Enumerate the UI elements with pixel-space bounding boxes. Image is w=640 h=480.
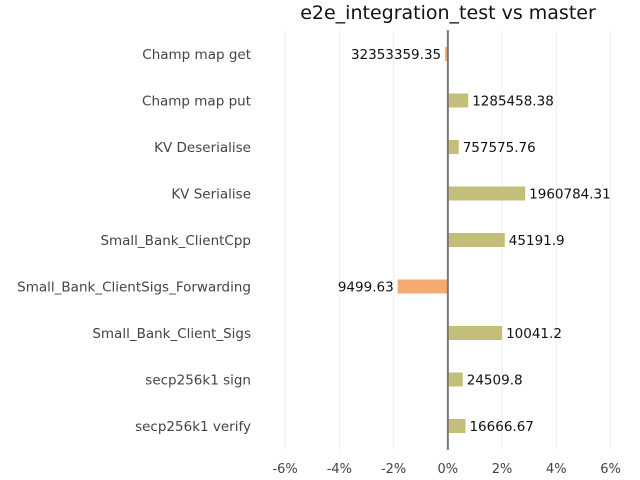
bar <box>447 186 526 201</box>
bar <box>447 140 459 154</box>
x-tick-label: 4% <box>546 462 567 477</box>
category-label: secp256k1 sign <box>145 373 251 389</box>
category-label: KV Deserialise <box>154 140 251 156</box>
category-label: Small_Bank_ClientCpp <box>100 233 251 249</box>
data-label: 9499.63 <box>338 280 394 296</box>
bars <box>397 47 526 433</box>
data-label: 24509.8 <box>467 373 523 389</box>
data-label: 1960784.31 <box>529 187 611 203</box>
category-label: Champ map get <box>142 47 251 63</box>
chart-title: e2e_integration_test vs master <box>300 2 596 24</box>
data-label: 16666.67 <box>469 419 533 435</box>
x-tick-label: -2% <box>381 462 406 477</box>
x-tick-label: -4% <box>327 462 352 477</box>
data-label: 757575.76 <box>463 140 536 156</box>
data-label: 32353359.35 <box>351 47 441 63</box>
category-label: Small_Bank_ClientSigs_Forwarding <box>17 280 251 296</box>
value-labels: 32353359.35 1285458.38 757575.76 1960784.31… <box>338 47 611 435</box>
bar <box>445 47 448 61</box>
x-tick-labels: -6% -4% -2% 0% 2% 4% 6% <box>272 462 620 477</box>
bar <box>397 279 448 294</box>
x-tick-label: 0% <box>438 462 459 477</box>
category-label: KV Serialise <box>171 187 251 203</box>
bar <box>447 326 503 340</box>
category-label: Champ map put <box>142 94 251 110</box>
category-label: Small_Bank_Client_Sigs <box>92 326 251 342</box>
bar <box>447 93 469 108</box>
bar <box>447 233 505 247</box>
x-tick-label: -6% <box>272 462 297 477</box>
x-tick-label: 2% <box>492 462 513 477</box>
bar <box>447 419 466 433</box>
bar <box>447 372 463 387</box>
category-label: secp256k1 verify <box>135 419 251 435</box>
data-label: 10041.2 <box>506 326 562 342</box>
data-label: 1285458.38 <box>472 94 554 110</box>
category-labels: Champ map get Champ map put KV Deserialise… <box>17 47 251 435</box>
grid-lines <box>284 30 612 450</box>
x-tick-label: 6% <box>600 462 621 477</box>
data-label: 45191.9 <box>509 233 565 249</box>
